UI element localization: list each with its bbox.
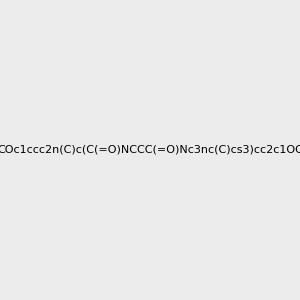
Text: COc1ccc2n(C)c(C(=O)NCCC(=O)Nc3nc(C)cs3)cc2c1OC: COc1ccc2n(C)c(C(=O)NCCC(=O)Nc3nc(C)cs3)c…: [0, 145, 300, 155]
